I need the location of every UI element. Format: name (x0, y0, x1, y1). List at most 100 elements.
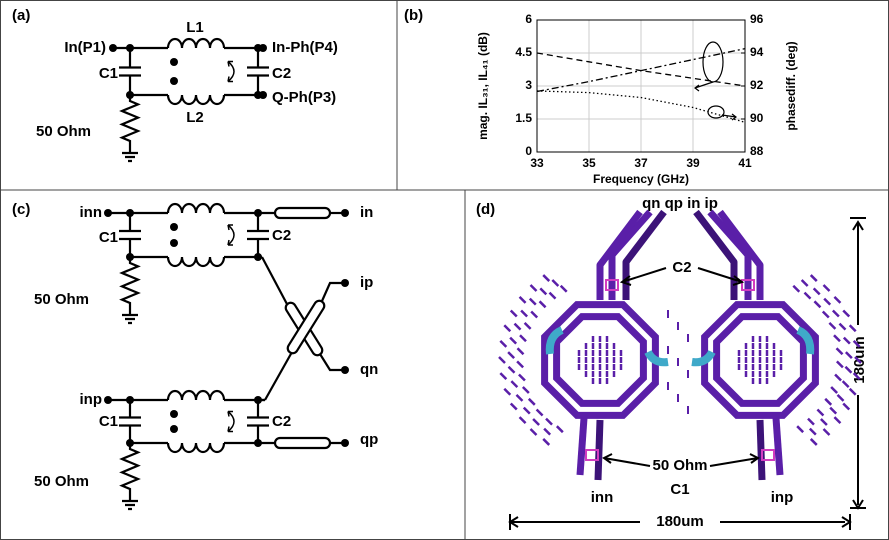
inductor (166, 256, 226, 268)
inductor (166, 389, 226, 401)
fill-dash (513, 322, 522, 331)
port-label: qn qp in ip (642, 195, 718, 212)
inductor (166, 94, 226, 106)
fill-dash (809, 438, 818, 446)
crossover (545, 326, 564, 355)
fill-dash (842, 309, 851, 318)
node-dot (341, 279, 349, 287)
wire (122, 147, 138, 163)
pad (585, 449, 599, 461)
coupling-arrow (227, 224, 235, 246)
port-label: qp (360, 431, 378, 448)
node-dot (259, 44, 267, 52)
pad (741, 279, 755, 291)
transmission-line (273, 206, 332, 220)
panel-label: (a) (12, 7, 30, 24)
port-label: Q-Ph(P3) (272, 89, 336, 106)
y2-tick-label: 92 (750, 78, 764, 92)
pointer-arrow (697, 267, 745, 286)
fill-dash (844, 365, 853, 374)
node-dot (341, 209, 349, 217)
pad (605, 279, 619, 291)
fill-dash (848, 324, 857, 333)
trace (596, 209, 643, 300)
fill-dash (542, 274, 551, 282)
fill-dash (559, 284, 568, 293)
fill-dash (829, 406, 838, 415)
fill-dash (822, 428, 831, 436)
capacitor-label: C2 (272, 227, 291, 244)
series-line (536, 90, 746, 123)
y-tick-label: 4.5 (515, 45, 532, 59)
annotation (707, 105, 725, 119)
inductor-ring (541, 301, 659, 419)
port-label: inn (80, 204, 103, 221)
fill-dash (545, 417, 553, 426)
wire (119, 400, 141, 443)
fill-dash (809, 274, 818, 282)
inductor-label: L2 (186, 109, 204, 126)
coupling-arrow (227, 60, 235, 83)
wire (261, 256, 289, 307)
dimension-label: 180um (656, 513, 704, 530)
crossover (644, 350, 669, 367)
trace (717, 209, 764, 300)
fill-dash (539, 287, 548, 296)
fill-dash (838, 322, 847, 331)
node-dot (254, 209, 262, 217)
node-dot (126, 396, 134, 404)
inductor-ring (553, 313, 647, 407)
wire (264, 351, 293, 401)
y2-tick-label: 88 (750, 144, 764, 158)
y2-tick-label: 96 (750, 12, 764, 26)
fill-dash (821, 310, 830, 319)
fill-dash (522, 406, 531, 415)
wire (122, 309, 138, 325)
inductor (166, 442, 226, 454)
y-tick-label: 6 (525, 12, 532, 26)
x-tick-label: 39 (686, 156, 700, 170)
wire (122, 495, 138, 511)
capacitor-label: C2 (272, 413, 291, 430)
fill-dash (518, 296, 527, 304)
port-label: in (360, 204, 373, 221)
fill-dash (507, 365, 516, 374)
inductor-ring (713, 313, 807, 407)
fill-dash (824, 397, 833, 406)
wire (320, 281, 345, 302)
fill-dash (527, 397, 536, 406)
fill-dash (816, 408, 825, 417)
coupling-arrow (227, 410, 235, 433)
fill-dash (538, 300, 547, 309)
capacitor-label: C1 (99, 65, 118, 82)
fill-dash (509, 336, 518, 345)
fill-dash (543, 427, 552, 436)
y2-axis-label: phasediff. (deg) (784, 41, 798, 130)
fill-dash (555, 425, 564, 434)
fill-dash (507, 351, 516, 359)
fill-dash (509, 309, 518, 318)
capacitor-label: C1 (99, 413, 118, 430)
fill-dash (831, 309, 840, 318)
node-dot (259, 91, 267, 99)
capacitor-label: C1 (99, 229, 118, 246)
y-tick-label: 1.5 (515, 111, 532, 125)
fill-dash (820, 418, 828, 426)
trace (576, 417, 588, 476)
fill-dash (833, 296, 842, 304)
port-label: inn (591, 489, 614, 506)
x-tick-label: 33 (530, 156, 544, 170)
x-tick-label: 35 (582, 156, 596, 170)
wire (319, 353, 345, 372)
pointer-arrow (508, 514, 852, 530)
inductor (166, 202, 226, 214)
node-dot (170, 58, 178, 66)
fill-dash (521, 386, 530, 394)
y-tick-label: 3 (525, 78, 532, 92)
fill-dash (532, 418, 540, 426)
fill-dash (510, 380, 519, 389)
node-dot (341, 366, 349, 374)
node-dot (341, 439, 349, 447)
fill-dash (518, 416, 527, 424)
